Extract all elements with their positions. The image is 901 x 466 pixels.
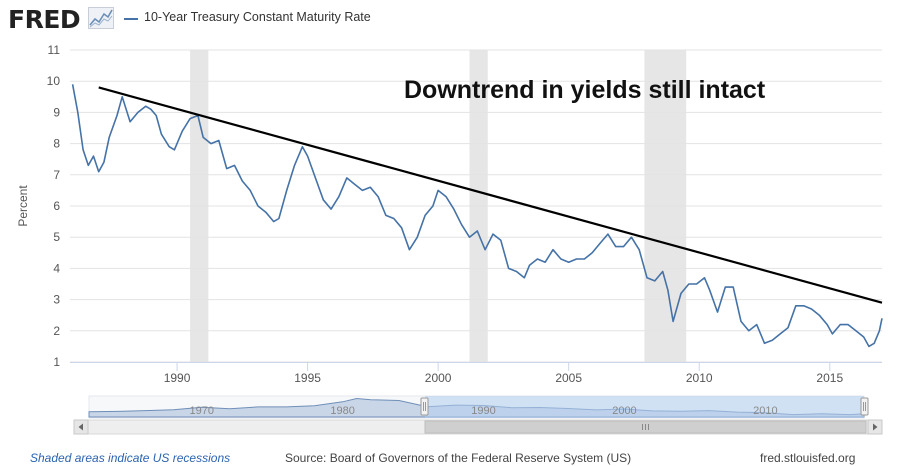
navigator-tick-label: 2010 — [753, 405, 777, 417]
chart-annotation: Downtrend in yields still intact — [404, 76, 766, 104]
y-tick-label: 10 — [47, 74, 61, 88]
chart: 1 2 3 4 5 6 7 8 9 10 11 1990 1995 2000 2005 2010 2015 Pe… — [16, 43, 883, 385]
header: FRED 10-Year Treasury Constant Maturity … — [0, 0, 901, 40]
navigator-tick-label: 1980 — [330, 405, 354, 417]
y-tick-label: 8 — [53, 137, 60, 151]
y-tick-label: 9 — [53, 105, 60, 119]
navigator-tick-label: 1990 — [471, 405, 495, 417]
navigator-left-handle[interactable] — [420, 397, 429, 416]
navigator-right-handle[interactable] — [860, 397, 869, 416]
source-note: Source: Board of Governors of the Federa… — [285, 451, 632, 465]
navigator-selected-range[interactable] — [425, 396, 864, 418]
y-tick-label: 11 — [48, 43, 61, 57]
navigator-tick-label: 2000 — [612, 405, 636, 417]
x-tick-label: 2000 — [425, 371, 452, 385]
legend-line-icon — [124, 18, 138, 20]
scroll-left-button[interactable] — [73, 419, 89, 435]
trendline — [98, 86, 883, 304]
series-line — [71, 84, 883, 348]
logo-graph-icon — [88, 7, 114, 29]
x-tick-label: 2015 — [816, 371, 843, 385]
y-tick-label: 3 — [53, 293, 60, 307]
scrollbar-grip-icon — [642, 424, 649, 430]
site-link[interactable]: fred.stlouisfed.org — [760, 451, 856, 465]
y-tick-label: 7 — [53, 168, 60, 182]
x-tick-label: 1990 — [164, 371, 191, 385]
y-tick-label: 4 — [53, 261, 60, 275]
navigator-tick-label: 1970 — [189, 405, 213, 417]
fred-logo[interactable]: FRED — [8, 5, 81, 34]
legend-label: 10-Year Treasury Constant Maturity Rate — [144, 10, 371, 24]
y-tick-label: 1 — [53, 355, 60, 369]
x-tick-label: 1995 — [294, 371, 321, 385]
scroll-right-button[interactable] — [867, 419, 883, 435]
range-navigator[interactable]: 1970 1980 1990 2000 2010 — [0, 0, 901, 440]
recession-note: Shaded areas indicate US recessions — [30, 451, 231, 465]
y-tick-label: 6 — [53, 199, 60, 213]
y-axis-label: Percent — [16, 185, 30, 227]
x-tick-label: 2005 — [555, 371, 582, 385]
y-tick-label: 5 — [53, 230, 60, 244]
y-tick-label: 2 — [53, 324, 60, 338]
x-tick-label: 2010 — [686, 371, 713, 385]
